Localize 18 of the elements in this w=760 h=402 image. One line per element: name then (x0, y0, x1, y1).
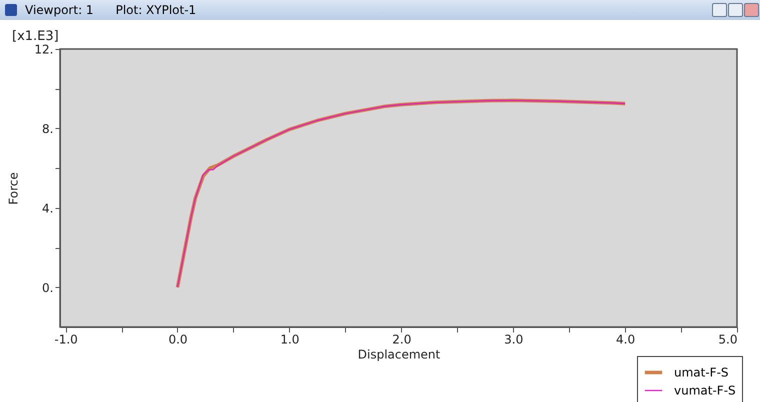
y-tick-label: 8. (42, 122, 54, 136)
y-tick-label: 0. (42, 280, 54, 295)
y-tick-label: 4. (42, 201, 54, 216)
x-tick-label: 2.0 (392, 332, 412, 346)
chart-subtitle: Plot: XYPlot-1 (116, 3, 196, 17)
x-tick-label: 0.0 (168, 332, 188, 346)
x-tick-label: 1.0 (280, 332, 300, 346)
legend-label: vumat-F-S (674, 384, 736, 398)
x-tick-label: 5.0 (718, 332, 738, 346)
text: [x1.E3] (12, 29, 59, 44)
x-tick-label: -1.0 (54, 332, 78, 346)
y-axis-title: Force (6, 172, 20, 205)
x-tick-label: 3.0 (504, 332, 524, 346)
y-tick-label: 12. (34, 42, 54, 56)
chart-title: Viewport: 1 (25, 3, 94, 17)
x-axis-title: Displacement (358, 348, 441, 362)
legend-label: umat-F-S (674, 366, 729, 380)
x-tick-label: 4.0 (616, 332, 636, 346)
